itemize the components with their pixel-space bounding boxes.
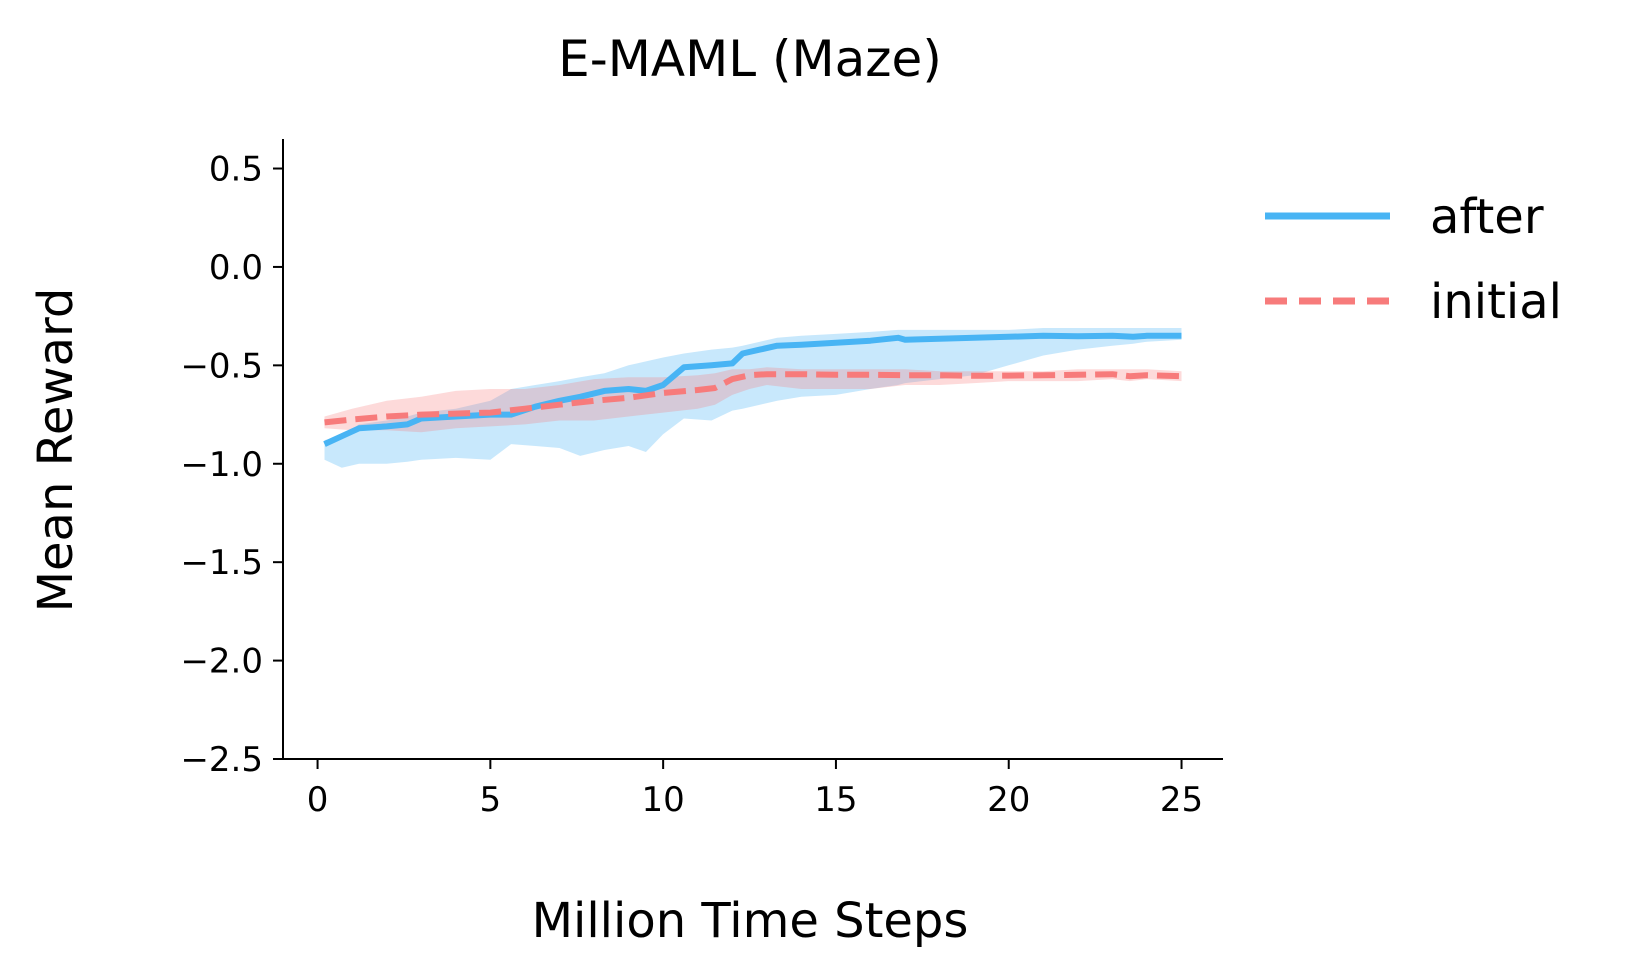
- y-tick-label: −1.0: [180, 445, 263, 485]
- y-tick-label: −0.5: [180, 346, 263, 386]
- line-initial: [324, 371, 1182, 426]
- x-tick-label: 25: [1160, 780, 1203, 820]
- x-tick-label: 10: [642, 780, 685, 820]
- x-tick-label: 20: [987, 780, 1030, 820]
- legend-label-initial: initial: [1430, 274, 1562, 330]
- y-tick-label: −2.0: [180, 642, 263, 682]
- y-tick-label: −2.5: [180, 740, 263, 780]
- band-initial: [324, 367, 1182, 433]
- band-after: [324, 328, 1182, 468]
- x-tick-label: 15: [814, 780, 857, 820]
- y-axis-ticks: 0.5 0.0 −0.5 −1.0 −1.5 −2.0 −2.5: [180, 150, 283, 780]
- x-axis-label: Million Time Steps: [532, 893, 969, 949]
- x-tick-label: 0: [307, 780, 329, 820]
- x-axis-ticks: 0 5 10 15 20 25: [307, 759, 1203, 820]
- legend-label-after: after: [1430, 189, 1544, 245]
- x-tick-label: 5: [480, 780, 502, 820]
- y-tick-label: 0.5: [209, 150, 263, 190]
- line-after: [323, 332, 1182, 447]
- y-axis-label: Mean Reward: [28, 288, 84, 613]
- y-tick-label: −1.5: [180, 543, 263, 583]
- confidence-bands: [324, 328, 1182, 468]
- chart-title: E-MAML (Maze): [558, 30, 942, 88]
- legend: after initial: [1265, 189, 1562, 330]
- series-lines: [323, 332, 1182, 447]
- y-tick-label: 0.0: [209, 248, 263, 288]
